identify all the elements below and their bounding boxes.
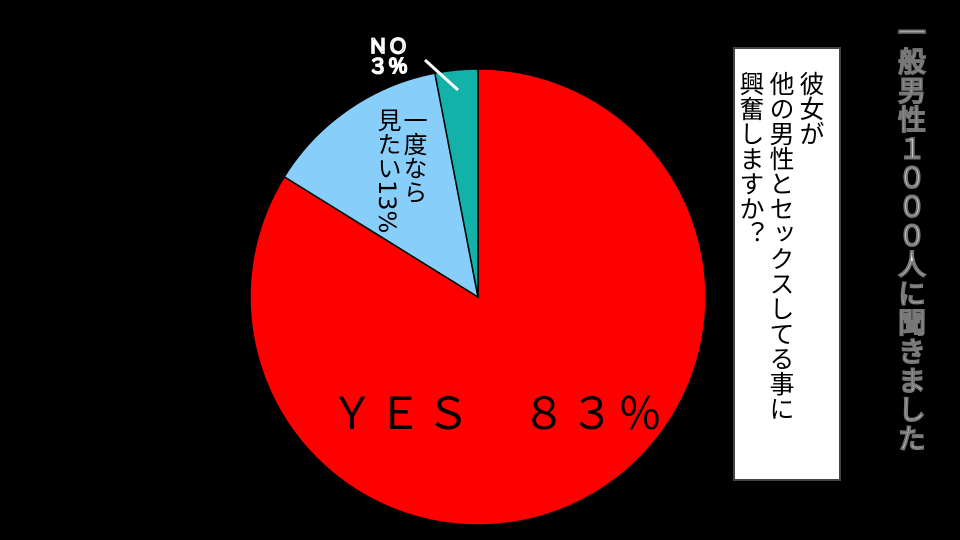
question-line3: 興奮しますか？ [736, 71, 765, 246]
no-label-line1: ＮＯ [368, 34, 409, 58]
pie-slice-2 [433, 68, 479, 298]
no-label-line2: ３％ [368, 54, 409, 78]
yes-label: ＹＥＳ ８３％ [330, 389, 666, 440]
question-box: 彼女が 他の男性とセックスしてる事に 興奮しますか？ [733, 47, 841, 481]
pie-slice-1 [283, 72, 480, 299]
no-label: ＮＯ ３％ [368, 34, 409, 78]
question-line2: 他の男性とセックスしてる事に [766, 71, 795, 421]
chart-title: 一般男性１０００人に聞きました [894, 18, 928, 454]
once-label-line1: 一度なら [399, 108, 427, 204]
question-line1: 彼女が [796, 71, 825, 146]
no-leader-line [423, 58, 460, 92]
question-text: 彼女が 他の男性とセックスしてる事に 興奮しますか？ [735, 71, 825, 421]
once-label: 一度なら 見たい13% [373, 108, 427, 234]
once-label-line2: 見たい13% [373, 108, 401, 234]
